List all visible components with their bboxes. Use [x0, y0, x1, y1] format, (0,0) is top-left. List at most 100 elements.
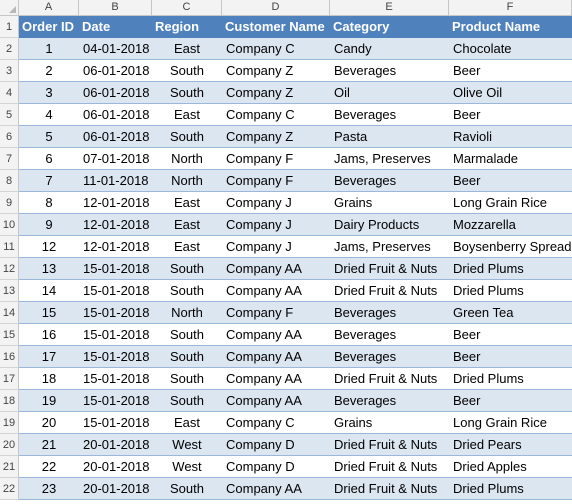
cell-customer-name[interactable]: Company Z	[222, 126, 330, 148]
cell-date[interactable]: 15-01-2018	[79, 390, 152, 412]
cell-product-name[interactable]: Long Grain Rice	[449, 192, 572, 214]
cell-product-name[interactable]: Boysenberry Spread	[449, 236, 572, 258]
row-number[interactable]: 2	[0, 38, 19, 60]
cell-product-name[interactable]: Dried Plums	[449, 280, 572, 302]
cell-date[interactable]: 06-01-2018	[79, 60, 152, 82]
column-header-c[interactable]: C	[152, 0, 222, 15]
cell-order-id[interactable]: 20	[19, 412, 79, 434]
row-number[interactable]: 13	[0, 280, 19, 302]
cell-customer-name[interactable]: Company AA	[222, 280, 330, 302]
cell-product-name[interactable]: Green Tea	[449, 302, 572, 324]
cell-date[interactable]: 12-01-2018	[79, 236, 152, 258]
cell-product-name[interactable]: Beer	[449, 104, 572, 126]
cell-customer-name[interactable]: Company C	[222, 38, 330, 60]
cell-product-name[interactable]: Beer	[449, 390, 572, 412]
row-number[interactable]: 21	[0, 456, 19, 478]
cell-product-name[interactable]: Beer	[449, 60, 572, 82]
cell-order-id[interactable]: 12	[19, 236, 79, 258]
cell-category[interactable]: Beverages	[330, 346, 449, 368]
cell-product-name[interactable]: Beer	[449, 324, 572, 346]
cell-category[interactable]: Beverages	[330, 302, 449, 324]
cell-order-id[interactable]: 16	[19, 324, 79, 346]
cell-order-id[interactable]: 21	[19, 434, 79, 456]
cell-date[interactable]: 07-01-2018	[79, 148, 152, 170]
cell-region[interactable]: South	[152, 324, 222, 346]
cell-product-name[interactable]: Ravioli	[449, 126, 572, 148]
row-number[interactable]: 20	[0, 434, 19, 456]
cell-product-name[interactable]: Olive Oil	[449, 82, 572, 104]
cell-date[interactable]: 04-01-2018	[79, 38, 152, 60]
cell-date[interactable]: 15-01-2018	[79, 368, 152, 390]
cell-region[interactable]: South	[152, 390, 222, 412]
cell-customer-name[interactable]: Company Z	[222, 60, 330, 82]
cell-category[interactable]: Beverages	[330, 170, 449, 192]
cell-region[interactable]: North	[152, 148, 222, 170]
header-date[interactable]: Date	[79, 16, 152, 38]
cell-order-id[interactable]: 13	[19, 258, 79, 280]
row-number[interactable]: 14	[0, 302, 19, 324]
cell-order-id[interactable]: 6	[19, 148, 79, 170]
cell-customer-name[interactable]: Company F	[222, 170, 330, 192]
cell-product-name[interactable]: Dried Plums	[449, 258, 572, 280]
row-number[interactable]: 16	[0, 346, 19, 368]
cell-customer-name[interactable]: Company AA	[222, 368, 330, 390]
cell-date[interactable]: 06-01-2018	[79, 104, 152, 126]
cell-product-name[interactable]: Mozzarella	[449, 214, 572, 236]
cell-region[interactable]: North	[152, 302, 222, 324]
cell-date[interactable]: 15-01-2018	[79, 412, 152, 434]
row-number[interactable]: 12	[0, 258, 19, 280]
cell-category[interactable]: Dried Fruit & Nuts	[330, 368, 449, 390]
cell-region[interactable]: East	[152, 192, 222, 214]
cell-customer-name[interactable]: Company J	[222, 192, 330, 214]
cell-region[interactable]: East	[152, 236, 222, 258]
column-header-f[interactable]: F	[449, 0, 572, 15]
cell-product-name[interactable]: Dried Apples	[449, 456, 572, 478]
row-number[interactable]: 18	[0, 390, 19, 412]
cell-customer-name[interactable]: Company C	[222, 104, 330, 126]
row-number[interactable]: 6	[0, 126, 19, 148]
cell-category[interactable]: Dried Fruit & Nuts	[330, 280, 449, 302]
row-number[interactable]: 7	[0, 148, 19, 170]
cell-order-id[interactable]: 1	[19, 38, 79, 60]
cell-customer-name[interactable]: Company AA	[222, 478, 330, 500]
cell-category[interactable]: Jams, Preserves	[330, 148, 449, 170]
row-number[interactable]: 9	[0, 192, 19, 214]
cell-date[interactable]: 15-01-2018	[79, 258, 152, 280]
cell-category[interactable]: Dried Fruit & Nuts	[330, 258, 449, 280]
cell-order-id[interactable]: 7	[19, 170, 79, 192]
cell-date[interactable]: 15-01-2018	[79, 346, 152, 368]
cell-category[interactable]: Pasta	[330, 126, 449, 148]
cell-order-id[interactable]: 17	[19, 346, 79, 368]
cell-product-name[interactable]: Long Grain Rice	[449, 412, 572, 434]
cell-order-id[interactable]: 4	[19, 104, 79, 126]
cell-region[interactable]: South	[152, 280, 222, 302]
cell-order-id[interactable]: 2	[19, 60, 79, 82]
cell-date[interactable]: 15-01-2018	[79, 324, 152, 346]
header-region[interactable]: Region	[152, 16, 222, 38]
cell-category[interactable]: Grains	[330, 412, 449, 434]
cell-order-id[interactable]: 23	[19, 478, 79, 500]
cell-region[interactable]: North	[152, 170, 222, 192]
cell-date[interactable]: 20-01-2018	[79, 434, 152, 456]
column-header-e[interactable]: E	[330, 0, 449, 15]
column-header-d[interactable]: D	[222, 0, 330, 15]
cell-customer-name[interactable]: Company D	[222, 434, 330, 456]
cell-region[interactable]: East	[152, 104, 222, 126]
row-number[interactable]: 8	[0, 170, 19, 192]
cell-category[interactable]: Dried Fruit & Nuts	[330, 434, 449, 456]
column-header-a[interactable]: A	[19, 0, 79, 15]
cell-order-id[interactable]: 8	[19, 192, 79, 214]
cell-customer-name[interactable]: Company AA	[222, 258, 330, 280]
cell-region[interactable]: South	[152, 82, 222, 104]
cell-product-name[interactable]: Marmalade	[449, 148, 572, 170]
cell-category[interactable]: Beverages	[330, 104, 449, 126]
row-number[interactable]: 5	[0, 104, 19, 126]
cell-customer-name[interactable]: Company D	[222, 456, 330, 478]
cell-date[interactable]: 11-01-2018	[79, 170, 152, 192]
cell-customer-name[interactable]: Company J	[222, 236, 330, 258]
row-number[interactable]: 1	[0, 16, 19, 38]
cell-date[interactable]: 12-01-2018	[79, 192, 152, 214]
column-header-b[interactable]: B	[79, 0, 152, 15]
cell-category[interactable]: Dairy Products	[330, 214, 449, 236]
cell-category[interactable]: Oil	[330, 82, 449, 104]
